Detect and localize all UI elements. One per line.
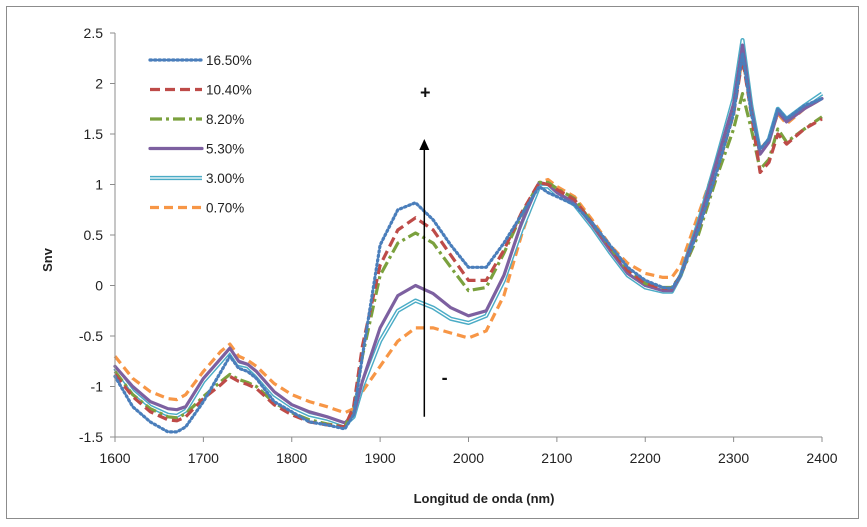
- x-tick-label: 2300: [718, 450, 749, 466]
- series-line-3-00pct: [113, 38, 824, 427]
- series-line-8-20pct: [113, 92, 823, 429]
- legend-entry: 16.50%: [148, 53, 252, 68]
- legend-entry: 0.70%: [150, 201, 244, 216]
- y-tick-label: -1: [91, 379, 104, 395]
- x-tick-label: 2100: [541, 450, 572, 466]
- trend-arrow-head: [419, 139, 430, 151]
- legend-label: 10.40%: [206, 83, 252, 98]
- y-axis-title: Snv: [40, 247, 55, 272]
- chart-frame: [6, 6, 859, 519]
- y-tick-label: 2: [95, 76, 103, 92]
- y-tick-label: 0: [95, 278, 103, 294]
- y-tick-label: -1.5: [79, 429, 103, 445]
- axes-layer: 1600 1700 1800 1900 2000 2100 2200 2300 2400 2.5 2…: [79, 25, 838, 466]
- legend-entry: 3.00%: [150, 171, 244, 186]
- annotation-plus: +: [420, 83, 431, 103]
- x-tick-label: 1600: [99, 450, 130, 466]
- series-layer: [113, 38, 824, 434]
- series-line-5-30pct: [113, 43, 824, 425]
- legend-label: 16.50%: [206, 53, 252, 68]
- x-tick-label: 1800: [276, 450, 307, 466]
- legend-label: 8.20%: [206, 112, 244, 127]
- x-tick-label: 1900: [365, 450, 396, 466]
- legend-label: 0.70%: [206, 201, 244, 216]
- annotation-minus: -: [442, 367, 448, 387]
- y-tick-label: -0.5: [79, 328, 103, 344]
- y-tick-label: 1.5: [84, 126, 104, 142]
- y-tick-label: 1: [95, 177, 103, 193]
- x-tick-label: 2200: [630, 450, 661, 466]
- x-tick-label: 2400: [806, 450, 837, 466]
- y-tick-label: 0.5: [84, 227, 104, 243]
- legend-entry: 5.30%: [148, 142, 244, 157]
- y-tick-label: 2.5: [84, 25, 104, 41]
- legend-label: 3.00%: [206, 171, 244, 186]
- x-axis-title: Longitud de onda (nm): [414, 491, 555, 506]
- legend-entry: 8.20%: [150, 112, 244, 127]
- legend-label: 5.30%: [206, 142, 244, 157]
- legend: 16.50% 10.40% 8.20% 5.30% 3.00% 0.70%: [148, 53, 252, 216]
- series-line-16-50pct: [113, 51, 824, 434]
- annotation-layer: +-: [419, 83, 448, 417]
- x-tick-label: 1700: [188, 450, 219, 466]
- x-tick-label: 2000: [453, 450, 484, 466]
- series-line-3-00pct-inner: [114, 39, 823, 426]
- legend-entry: 10.40%: [150, 83, 252, 98]
